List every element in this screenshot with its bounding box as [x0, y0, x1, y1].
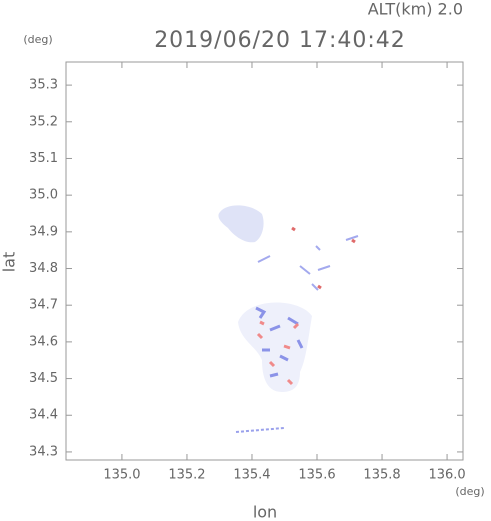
y-tick-label: 34.3	[29, 444, 58, 459]
echo-detail	[291, 226, 356, 290]
x-tick-label: 135.8	[363, 468, 400, 483]
y-tick-label: 35.1	[29, 151, 58, 166]
x-tick-label: 135.2	[168, 468, 205, 483]
echo-detail	[255, 306, 304, 378]
y-tick-label: 34.7	[29, 298, 58, 313]
y-tick-label: 34.4	[29, 408, 58, 423]
y-tick-label: 34.6	[29, 334, 58, 349]
y-tick-label: 34.9	[29, 224, 58, 239]
echo-detail	[257, 235, 359, 291]
chart-title: 2019/06/20 17:40:42	[154, 28, 406, 53]
y-tick-label: 35.2	[29, 114, 58, 129]
x-tick-label: 135.6	[298, 468, 335, 483]
y-axis-label: lat	[0, 252, 19, 273]
echo-field	[218, 205, 359, 433]
altitude-label: ALT(km) 2.0	[368, 0, 463, 19]
y-tick-label: 35.3	[29, 78, 58, 93]
x-tick-label: 136.0	[428, 468, 465, 483]
echo-area	[238, 302, 312, 392]
y-tick-label: 34.8	[29, 261, 58, 276]
echo-area	[218, 205, 264, 243]
x-unit: (deg)	[455, 485, 484, 498]
echo-detail	[235, 427, 285, 433]
y-tick-label: 34.5	[29, 371, 58, 386]
plot-frame	[65, 61, 464, 461]
x-axis-label: lon	[253, 503, 277, 521]
x-tick-label: 135.0	[103, 468, 140, 483]
echo-detail	[256, 320, 300, 386]
y-tick-label: 35.0	[29, 188, 58, 203]
x-tick-label: 135.4	[233, 468, 270, 483]
y-unit: (deg)	[23, 33, 52, 46]
